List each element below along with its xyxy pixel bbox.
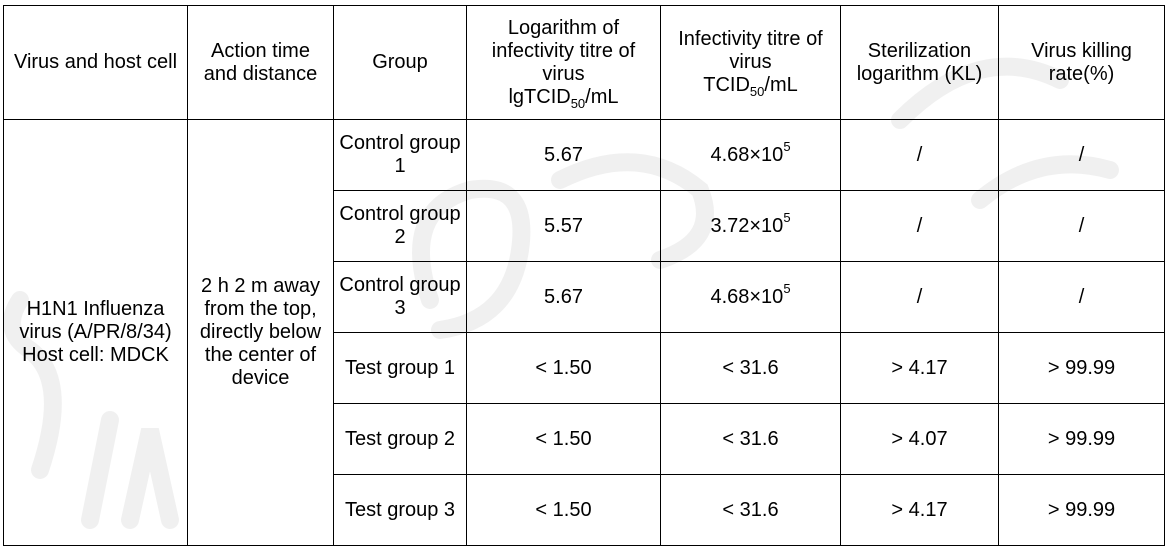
log-titre-cell: 5.67 <box>466 261 661 333</box>
table-row: Test group 2 < 1.50 < 31.6 > 4.07 > 99.9… <box>4 403 1165 475</box>
kill-rate-cell: > 99.99 <box>998 332 1165 404</box>
header-group: Group <box>333 5 467 120</box>
titre-cell: 4.68×105 <box>660 261 841 333</box>
header-titre: Infectivity titre of virus TCID50/mL <box>660 5 841 120</box>
header-log-titre-unit: lgTCID50/mL <box>508 85 619 111</box>
virus-host-cell: H1N1 Influenza virus (A/PR/8/34) Host ce… <box>3 119 188 546</box>
group-cell: Control group 3 <box>333 261 467 333</box>
log-titre-cell: < 1.50 <box>466 474 661 546</box>
kl-cell: > 4.17 <box>840 474 999 546</box>
titre-cell: 4.68×105 <box>660 119 841 191</box>
header-action: Action time and distance <box>187 5 334 120</box>
log-titre-cell: 5.67 <box>466 119 661 191</box>
header-log-titre: Logarithm of infectivity titre of virus l… <box>466 5 661 120</box>
log-titre-cell: < 1.50 <box>466 332 661 404</box>
results-table: Virus and host cell Action time and dist… <box>3 5 1165 546</box>
group-cell: Test group 1 <box>333 332 467 404</box>
kl-cell: / <box>840 190 999 262</box>
table-row: H1N1 Influenza virus (A/PR/8/34) Host ce… <box>3 119 1165 546</box>
group-cell: Control group 2 <box>333 190 467 262</box>
kl-cell: / <box>840 261 999 333</box>
kill-rate-cell: > 99.99 <box>998 403 1165 475</box>
table-row: Test group 3 < 1.50 < 31.6 > 4.17 > 99.9… <box>4 474 1165 546</box>
action-cell: 2 h 2 m away from the top, directly belo… <box>187 119 334 546</box>
kill-rate-cell: / <box>998 190 1165 262</box>
header-titre-unit: TCID50/mL <box>703 74 798 99</box>
header-row: Virus and host cell Action time and dist… <box>3 5 1165 120</box>
log-titre-cell: 5.57 <box>466 190 661 262</box>
titre-cell: 3.72×105 <box>660 190 841 262</box>
log-titre-cell: < 1.50 <box>466 403 661 475</box>
table-row: Test group 1 < 1.50 < 31.6 > 4.17 > 99.9… <box>4 332 1165 404</box>
header-log-titre-text: Logarithm of infectivity titre of virus <box>491 16 636 85</box>
titre-cell: < 31.6 <box>660 403 841 475</box>
table-row: Control group 3 5.67 4.68×105 / / <box>4 261 1165 333</box>
group-cell: Test group 2 <box>333 403 467 475</box>
table-row: Control group 2 5.57 3.72×105 / / <box>4 190 1165 262</box>
header-titre-text: Infectivity titre of virus <box>678 28 823 73</box>
kill-rate-cell: / <box>998 261 1165 333</box>
header-kill-rate: Virus killing rate(%) <box>998 5 1165 120</box>
kill-rate-cell: / <box>998 119 1165 191</box>
titre-cell: < 31.6 <box>660 474 841 546</box>
header-kl: Sterilization logarithm (KL) <box>840 5 999 120</box>
kl-cell: > 4.07 <box>840 403 999 475</box>
kill-rate-cell: > 99.99 <box>998 474 1165 546</box>
group-cell: Control group 1 <box>333 119 467 191</box>
kl-cell: > 4.17 <box>840 332 999 404</box>
group-cell: Test group 3 <box>333 474 467 546</box>
kl-cell: / <box>840 119 999 191</box>
titre-cell: < 31.6 <box>660 332 841 404</box>
header-virus-host: Virus and host cell <box>3 5 188 120</box>
